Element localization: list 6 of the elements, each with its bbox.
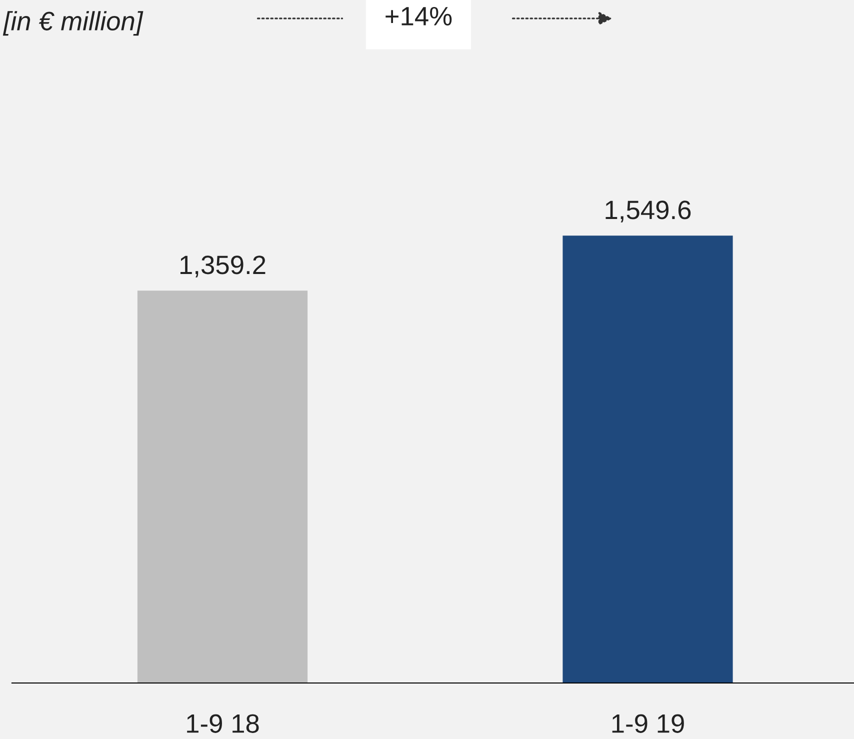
- x-tick-label: 1-9 19: [612, 714, 684, 733]
- text: +14%: [386, 6, 452, 26]
- data-label: 1,549.6: [606, 200, 691, 222]
- x-tick-label: 1-9 18: [187, 714, 259, 733]
- data-label: 1,359.2: [180, 256, 266, 278]
- chart-title: [in € million]: [2, 11, 144, 36]
